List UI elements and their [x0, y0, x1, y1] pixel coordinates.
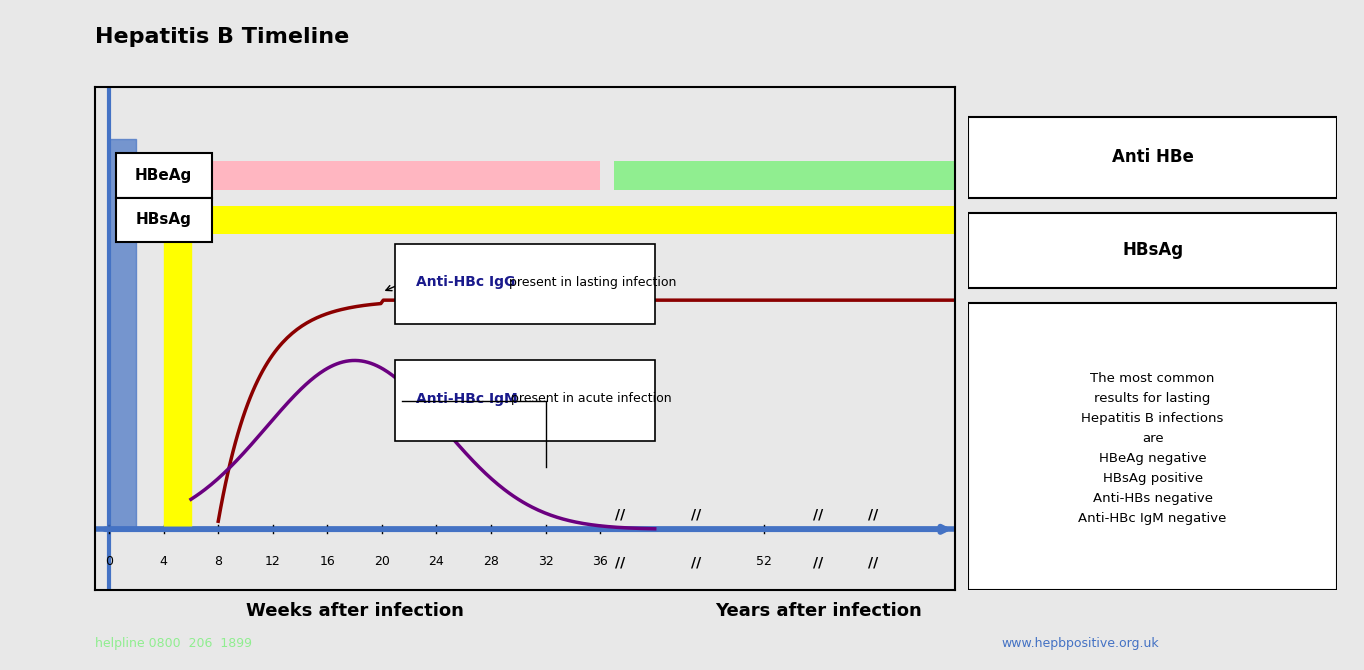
Text: //: // — [868, 555, 878, 570]
Text: //: // — [813, 507, 824, 521]
Text: //: // — [690, 555, 701, 570]
Text: 20: 20 — [374, 555, 390, 568]
Text: 52: 52 — [756, 555, 772, 568]
Text: 8: 8 — [214, 555, 222, 568]
FancyBboxPatch shape — [396, 244, 655, 324]
Text: //: // — [690, 507, 701, 521]
Text: //: // — [615, 555, 626, 570]
Text: 4: 4 — [160, 555, 168, 568]
Bar — [164, 161, 600, 190]
Text: 24: 24 — [428, 555, 445, 568]
Text: 16: 16 — [319, 555, 336, 568]
Text: 32: 32 — [537, 555, 554, 568]
Text: 36: 36 — [592, 555, 608, 568]
Text: Weeks after infection: Weeks after infection — [246, 602, 464, 620]
Text: Anti-HBc IgM: Anti-HBc IgM — [416, 392, 518, 405]
Text: www.hepbpositive.org.uk: www.hepbpositive.org.uk — [1001, 637, 1159, 650]
Text: 0: 0 — [105, 555, 113, 568]
FancyBboxPatch shape — [968, 304, 1337, 590]
Text: present in lasting infection: present in lasting infection — [505, 275, 677, 289]
Text: helpline 0800  206  1899: helpline 0800 206 1899 — [95, 637, 252, 650]
Text: present in acute infection: present in acute infection — [507, 392, 672, 405]
Text: //: // — [813, 555, 824, 570]
Text: HBsAg: HBsAg — [136, 212, 191, 227]
Text: The most common
results for lasting
Hepatitis B infections
are
HBeAg negative
HB: The most common results for lasting Hepa… — [1079, 373, 1226, 525]
FancyBboxPatch shape — [116, 153, 211, 198]
Text: 12: 12 — [265, 555, 281, 568]
FancyBboxPatch shape — [968, 213, 1337, 288]
Text: Anti HBe: Anti HBe — [1112, 149, 1194, 166]
Text: 28: 28 — [483, 555, 499, 568]
Text: HBsAg: HBsAg — [1123, 241, 1183, 259]
Text: Years after infection: Years after infection — [715, 602, 922, 620]
Bar — [164, 206, 955, 234]
Text: //: // — [615, 507, 626, 521]
FancyBboxPatch shape — [396, 360, 655, 441]
Text: //: // — [868, 507, 878, 521]
Bar — [614, 161, 955, 190]
Text: HBeAg: HBeAg — [135, 168, 192, 183]
FancyBboxPatch shape — [116, 198, 211, 242]
FancyBboxPatch shape — [968, 117, 1337, 198]
Text: Hepatitis B Timeline: Hepatitis B Timeline — [95, 27, 349, 47]
Text: Anti-HBc IgG: Anti-HBc IgG — [416, 275, 516, 289]
